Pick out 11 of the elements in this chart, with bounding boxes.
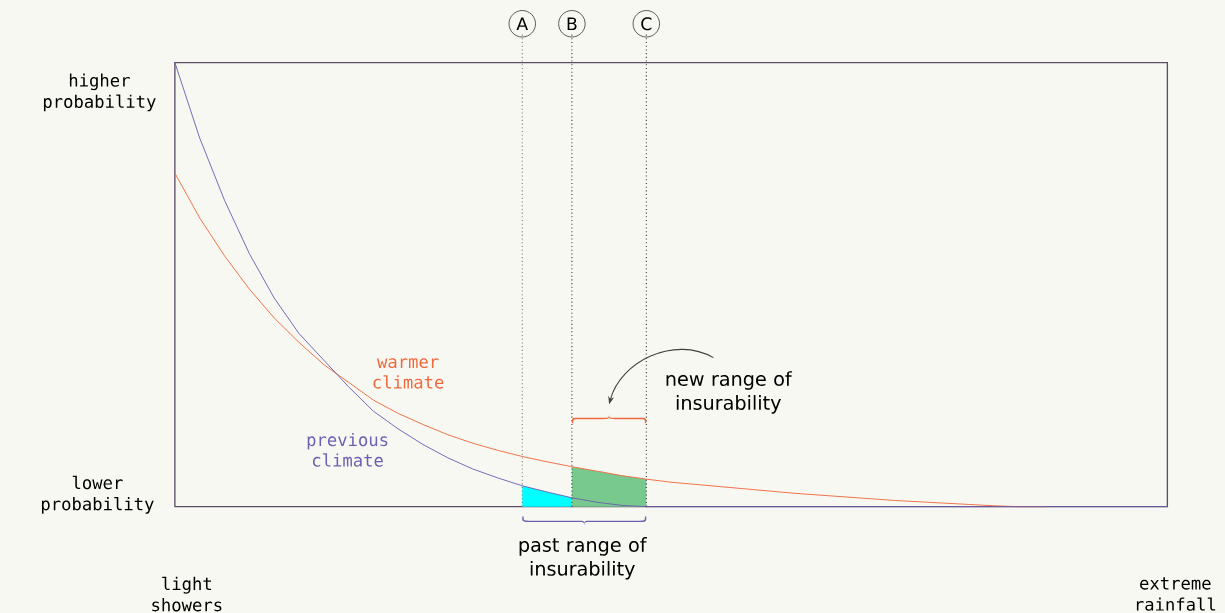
text: lower probability <box>41 475 154 514</box>
annotation: new range of insurability <box>666 371 793 414</box>
text: extreme rainfall <box>1136 577 1216 611</box>
x-tick-label: B <box>567 17 577 31</box>
text: past range of insurability <box>519 537 647 580</box>
x-tick-label: A <box>516 17 528 31</box>
x-tick-label: C <box>641 17 652 31</box>
text: higher probability <box>43 73 156 112</box>
text: light showers <box>152 576 222 612</box>
series-label: previous climate <box>307 432 388 467</box>
series-label: warmer climate <box>373 358 444 389</box>
